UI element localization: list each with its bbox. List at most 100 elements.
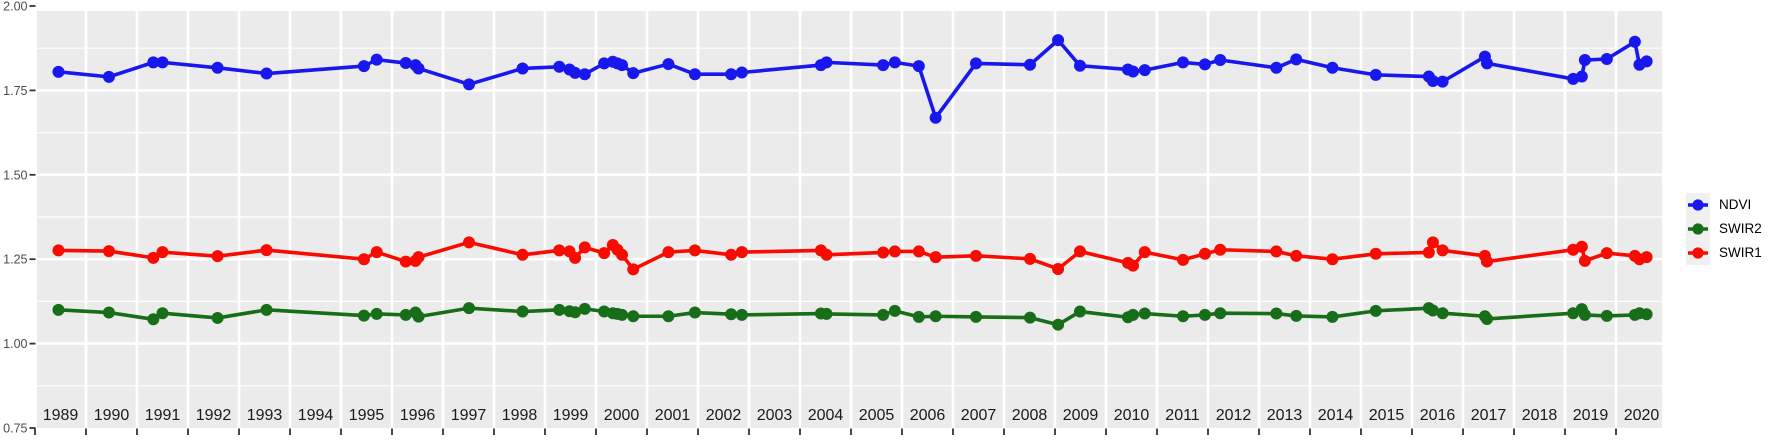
legend-label: NDVI <box>1719 197 1752 212</box>
data-point <box>1422 246 1435 259</box>
data-point <box>912 60 925 73</box>
legend-label: SWIR2 <box>1719 221 1762 236</box>
x-tick-label: 1997 <box>451 407 487 424</box>
data-point <box>969 310 982 323</box>
data-point <box>662 58 675 71</box>
data-point <box>1369 304 1382 317</box>
data-point <box>357 60 370 73</box>
data-point <box>102 70 115 83</box>
data-point <box>735 66 748 79</box>
data-point <box>616 308 629 321</box>
data-point <box>1575 240 1588 253</box>
data-point <box>1177 310 1190 323</box>
data-point <box>1177 253 1190 266</box>
x-tick-label: 1999 <box>553 407 589 424</box>
legend-point-icon <box>1692 247 1704 259</box>
data-point <box>598 247 611 260</box>
data-point <box>1073 59 1086 72</box>
data-point <box>1426 304 1439 317</box>
data-point <box>1290 309 1303 322</box>
x-tick-label: 2014 <box>1318 407 1354 424</box>
data-point <box>569 66 582 79</box>
data-point <box>1270 307 1283 320</box>
data-point <box>969 249 982 262</box>
legend-point-icon <box>1692 223 1704 235</box>
y-tick-label: 1.50 <box>3 168 27 182</box>
y-axis-labels: 2.00 1.75 1.50 1.25 1.00 0.75 <box>3 0 27 436</box>
data-point <box>969 57 982 70</box>
data-point <box>357 309 370 322</box>
legend: NDVI SWIR2 SWIR1 <box>1686 193 1762 265</box>
data-point <box>725 248 738 261</box>
data-point <box>553 60 566 73</box>
data-point <box>553 244 566 257</box>
data-point <box>820 248 833 261</box>
x-tick-label: 2001 <box>655 407 691 424</box>
x-axis-labels: 1989 1990 1991 1992 1993 1994 1995 1996 1997 1998… <box>43 407 1660 424</box>
x-tick-label: 2018 <box>1522 407 1558 424</box>
data-point <box>102 245 115 258</box>
x-tick-label: 2002 <box>706 407 742 424</box>
data-point <box>1214 243 1227 256</box>
data-point <box>412 251 425 264</box>
data-point <box>1578 254 1591 267</box>
x-tick-label: 2013 <box>1267 407 1303 424</box>
data-point <box>1426 74 1439 87</box>
x-tick-label: 2009 <box>1063 407 1099 424</box>
data-point <box>735 308 748 321</box>
data-point <box>1436 307 1449 320</box>
data-point <box>1073 305 1086 318</box>
data-point <box>553 303 566 316</box>
data-point <box>888 56 901 69</box>
data-point <box>516 62 529 75</box>
data-point <box>156 56 169 69</box>
data-point <box>877 308 890 321</box>
data-point <box>147 313 160 326</box>
x-tick-label: 2004 <box>808 407 844 424</box>
data-point <box>1270 61 1283 74</box>
data-point <box>1270 245 1283 258</box>
data-point <box>260 303 273 316</box>
data-point <box>1426 236 1439 249</box>
data-point <box>1138 64 1151 77</box>
data-point <box>1024 311 1037 324</box>
data-point <box>688 244 701 257</box>
data-point <box>929 251 942 264</box>
x-tick-label: 1996 <box>400 407 436 424</box>
data-point <box>156 307 169 320</box>
legend-item-NDVI: NDVI <box>1686 193 1762 217</box>
data-point <box>877 59 890 72</box>
data-point <box>52 303 65 316</box>
x-tick-label: 2012 <box>1216 407 1252 424</box>
data-point <box>1640 55 1653 68</box>
data-point <box>662 246 675 259</box>
data-point <box>1127 308 1140 321</box>
legend-point-icon <box>1692 199 1704 211</box>
axis-ticks <box>29 5 1617 435</box>
data-point <box>399 255 412 268</box>
data-point <box>735 246 748 259</box>
data-point <box>578 302 591 315</box>
data-point <box>1214 54 1227 67</box>
data-point <box>1326 253 1339 266</box>
x-tick-label: 2016 <box>1420 407 1456 424</box>
x-tick-label: 2008 <box>1012 407 1048 424</box>
x-tick-label: 1998 <box>502 407 538 424</box>
data-point <box>52 65 65 78</box>
data-point <box>1198 58 1211 71</box>
data-point <box>211 311 224 324</box>
data-point <box>929 111 942 124</box>
x-tick-label: 1993 <box>247 407 283 424</box>
data-point <box>260 244 273 257</box>
data-point <box>399 57 412 70</box>
data-point <box>578 241 591 254</box>
x-tick-label: 2005 <box>859 407 895 424</box>
data-point <box>1600 247 1613 260</box>
data-point <box>569 251 582 264</box>
x-tick-label: 1990 <box>94 407 130 424</box>
data-point <box>1480 255 1493 268</box>
legend-item-SWIR1: SWIR1 <box>1686 241 1762 265</box>
data-point <box>211 250 224 263</box>
data-point <box>1326 310 1339 323</box>
